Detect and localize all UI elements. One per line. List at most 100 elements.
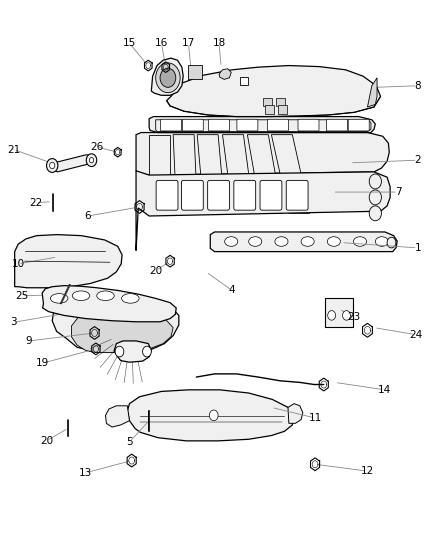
Polygon shape [64, 287, 81, 303]
Text: 13: 13 [79, 468, 92, 478]
Text: 6: 6 [85, 211, 92, 221]
Ellipse shape [375, 237, 389, 246]
Polygon shape [166, 66, 381, 117]
Text: 18: 18 [212, 38, 226, 48]
Polygon shape [149, 135, 170, 213]
Polygon shape [173, 135, 198, 213]
Text: 14: 14 [378, 385, 392, 395]
FancyBboxPatch shape [181, 180, 203, 210]
Circle shape [369, 206, 381, 221]
Polygon shape [106, 406, 130, 427]
Polygon shape [114, 341, 151, 362]
Text: 10: 10 [11, 259, 25, 269]
FancyBboxPatch shape [208, 119, 230, 131]
Circle shape [343, 311, 350, 320]
Ellipse shape [72, 291, 90, 301]
Text: 2: 2 [414, 155, 421, 165]
Polygon shape [14, 235, 122, 288]
FancyBboxPatch shape [182, 119, 203, 131]
Circle shape [49, 163, 55, 168]
Ellipse shape [353, 237, 367, 246]
Text: 26: 26 [90, 142, 103, 152]
Circle shape [209, 410, 218, 421]
Polygon shape [247, 135, 283, 213]
Polygon shape [367, 78, 377, 107]
FancyBboxPatch shape [263, 98, 272, 107]
Text: 25: 25 [15, 290, 28, 301]
Ellipse shape [249, 237, 262, 246]
Circle shape [369, 190, 381, 205]
Polygon shape [155, 120, 371, 132]
Text: 21: 21 [7, 144, 21, 155]
FancyBboxPatch shape [276, 98, 285, 107]
FancyBboxPatch shape [234, 180, 256, 210]
Text: 4: 4 [229, 286, 235, 295]
FancyBboxPatch shape [237, 119, 258, 131]
Circle shape [46, 159, 58, 172]
Text: 15: 15 [123, 38, 136, 48]
Polygon shape [71, 309, 173, 353]
Polygon shape [219, 69, 231, 79]
Text: 16: 16 [155, 38, 168, 48]
Ellipse shape [97, 291, 114, 301]
Ellipse shape [225, 237, 238, 246]
Polygon shape [223, 135, 254, 213]
Text: 3: 3 [11, 317, 17, 327]
Circle shape [86, 154, 97, 166]
Polygon shape [210, 232, 397, 252]
FancyBboxPatch shape [279, 106, 287, 114]
Circle shape [369, 174, 381, 189]
Text: 5: 5 [126, 437, 133, 447]
Circle shape [387, 237, 396, 248]
Text: 20: 20 [149, 266, 162, 276]
Ellipse shape [301, 237, 314, 246]
FancyBboxPatch shape [187, 65, 202, 79]
Text: 7: 7 [395, 187, 401, 197]
Ellipse shape [327, 237, 340, 246]
Polygon shape [51, 155, 93, 172]
Text: 20: 20 [40, 436, 53, 446]
Polygon shape [151, 58, 183, 95]
FancyBboxPatch shape [160, 119, 181, 131]
Text: 19: 19 [35, 358, 49, 368]
Circle shape [328, 311, 336, 320]
Polygon shape [288, 403, 303, 423]
FancyBboxPatch shape [298, 119, 319, 131]
Text: 8: 8 [414, 81, 421, 91]
Circle shape [155, 63, 180, 93]
FancyBboxPatch shape [265, 106, 274, 114]
FancyBboxPatch shape [286, 180, 308, 210]
FancyBboxPatch shape [326, 119, 347, 131]
Text: 1: 1 [414, 243, 421, 253]
Text: 22: 22 [29, 198, 42, 208]
Polygon shape [197, 135, 225, 213]
Text: 24: 24 [409, 329, 422, 340]
Circle shape [89, 158, 94, 163]
Text: 23: 23 [348, 312, 361, 322]
Circle shape [70, 292, 75, 298]
Polygon shape [272, 135, 310, 213]
Polygon shape [136, 133, 389, 175]
FancyBboxPatch shape [208, 180, 230, 210]
Polygon shape [149, 117, 375, 133]
Ellipse shape [275, 237, 288, 246]
FancyBboxPatch shape [268, 119, 288, 131]
Polygon shape [127, 390, 294, 441]
FancyBboxPatch shape [325, 298, 353, 327]
Circle shape [143, 346, 151, 357]
FancyBboxPatch shape [240, 77, 248, 85]
FancyBboxPatch shape [156, 180, 178, 210]
Text: 17: 17 [182, 38, 195, 48]
Circle shape [160, 68, 176, 87]
Text: 12: 12 [361, 466, 374, 476]
Polygon shape [42, 286, 176, 322]
Polygon shape [52, 298, 179, 353]
Ellipse shape [50, 294, 68, 303]
Polygon shape [136, 171, 390, 251]
FancyBboxPatch shape [348, 119, 369, 131]
Text: 11: 11 [308, 413, 321, 423]
Circle shape [115, 346, 124, 357]
Ellipse shape [122, 294, 139, 303]
FancyBboxPatch shape [260, 180, 282, 210]
Text: 9: 9 [26, 336, 32, 346]
